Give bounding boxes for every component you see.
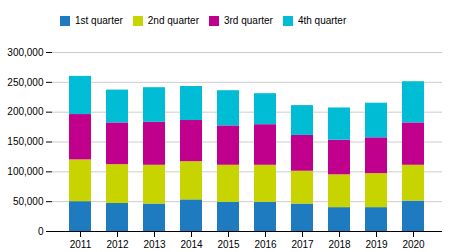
html-text:3rd quarter: 3rd quarter	[224, 15, 273, 26]
svg-text:2012: 2012	[106, 239, 129, 250]
svg-text:50,000: 50,000	[13, 196, 44, 207]
svg-text:2016: 2016	[254, 239, 277, 250]
html-text:2nd quarter: 2nd quarter	[147, 15, 199, 26]
svg-text:200,000: 200,000	[7, 106, 44, 117]
svg-text:2018: 2018	[328, 239, 351, 250]
svg-text:2020: 2020	[402, 239, 425, 250]
html-text:1st quarter: 1st quarter	[75, 15, 123, 26]
svg-text:0: 0	[38, 226, 44, 237]
svg-text:2015: 2015	[217, 239, 240, 250]
svg-text:100,000: 100,000	[7, 166, 44, 177]
html-text:4th quarter: 4th quarter	[297, 15, 347, 26]
svg-text:150,000: 150,000	[7, 136, 44, 147]
svg-text:2013: 2013	[143, 239, 166, 250]
svg-text:300,000: 300,000	[7, 47, 44, 58]
svg-text:2011: 2011	[70, 239, 92, 250]
svg-text:2017: 2017	[291, 239, 314, 250]
svg-text:2019: 2019	[365, 239, 388, 250]
svg-text:250,000: 250,000	[7, 77, 44, 88]
svg-text:2014: 2014	[180, 239, 203, 250]
